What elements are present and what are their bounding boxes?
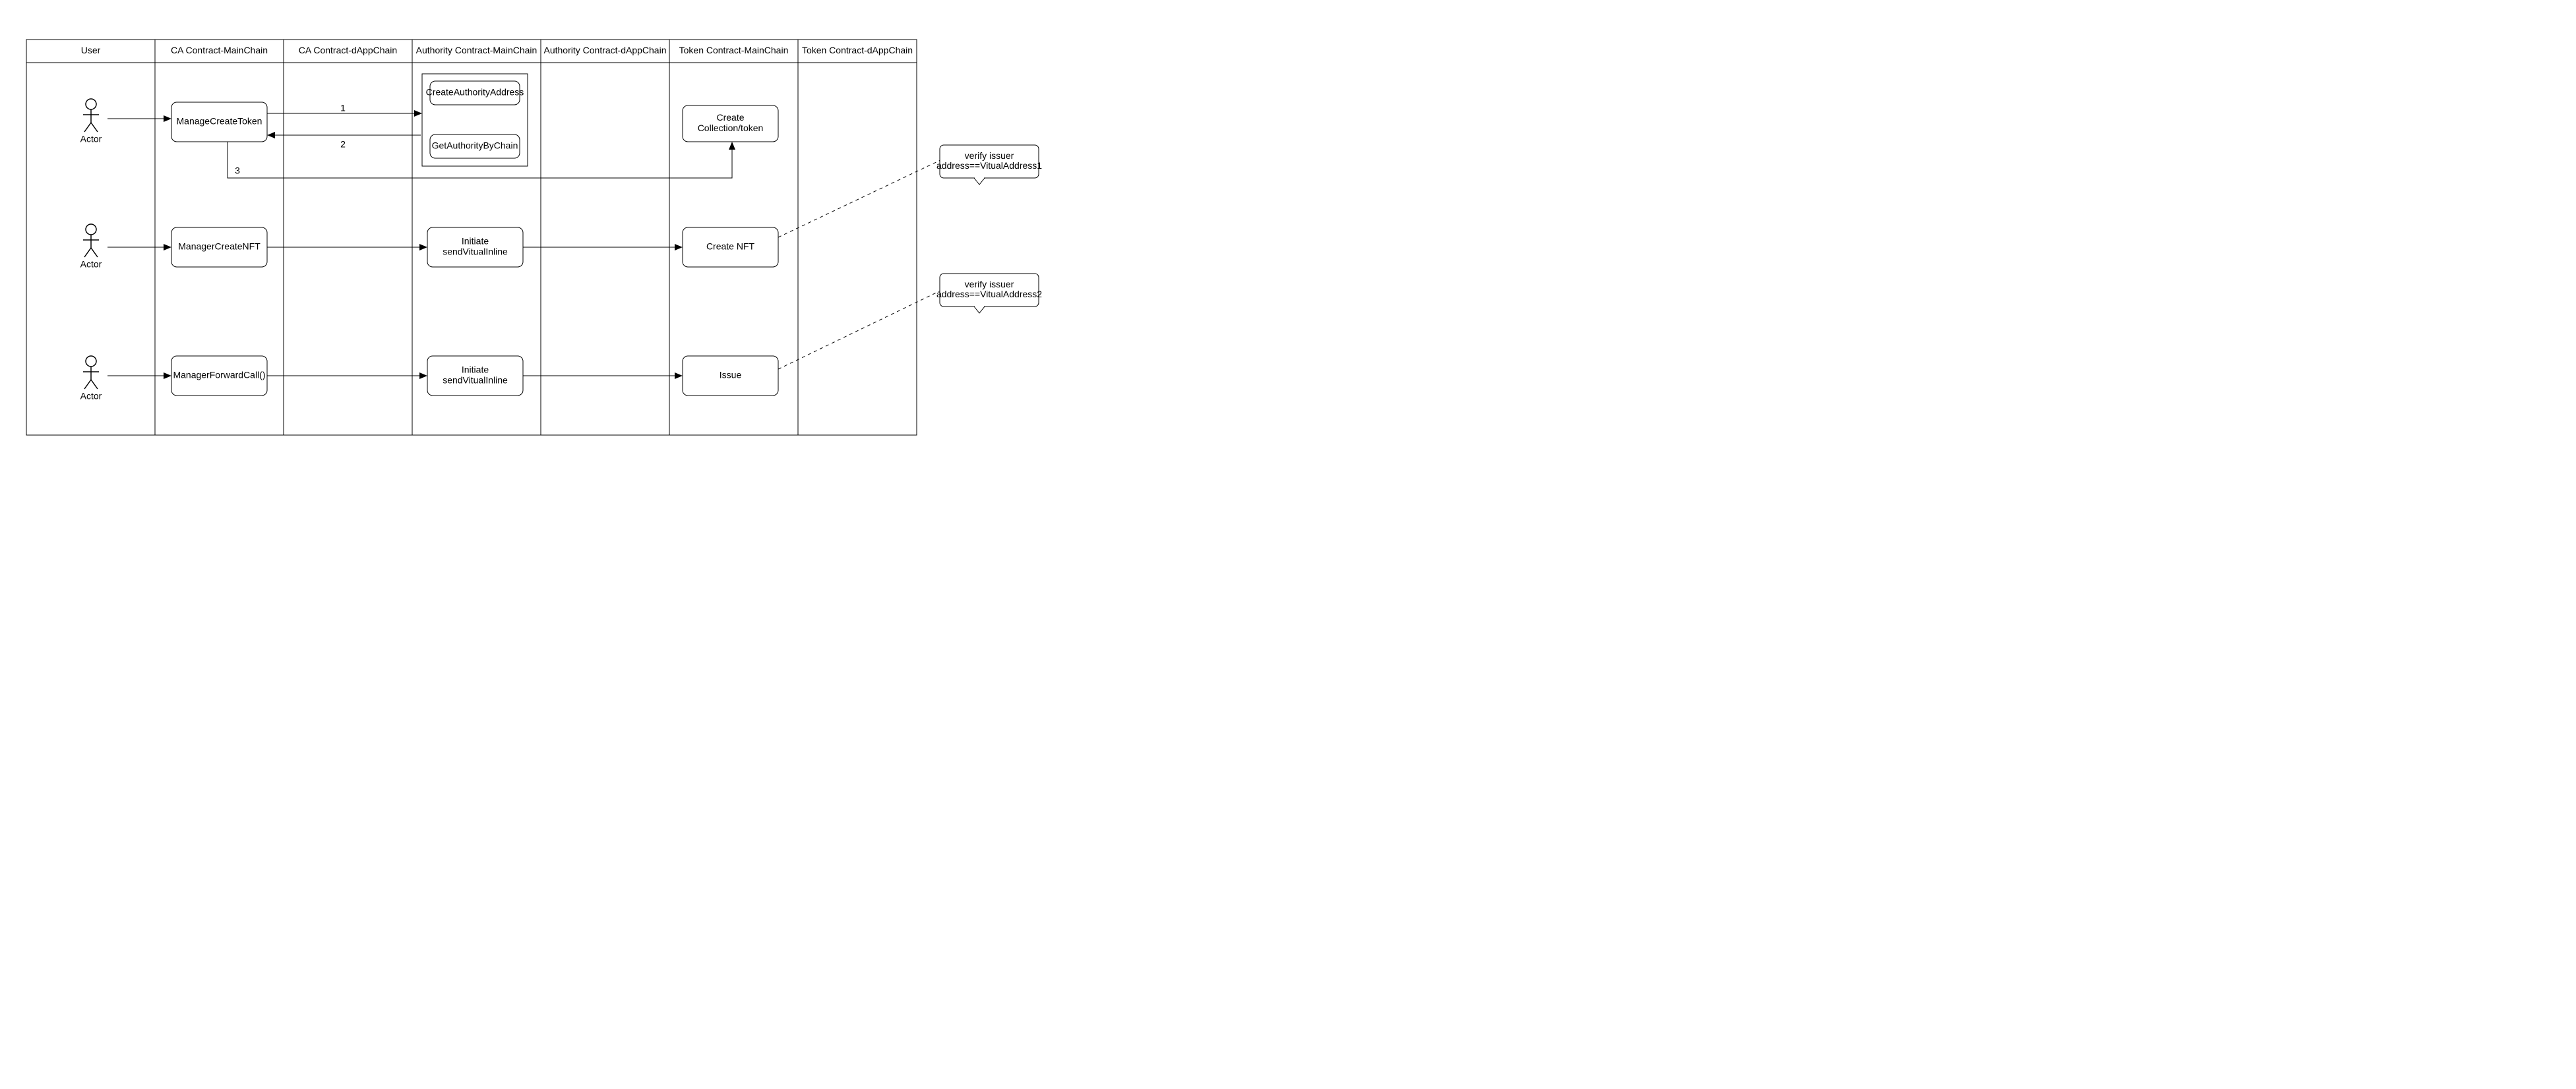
node-label: Create (716, 112, 744, 123)
actor-label: Actor (80, 391, 102, 401)
lane-header: User (81, 45, 101, 55)
lane-header: CA Contract-dAppChain (299, 45, 397, 55)
node-label: ManagerForwardCall() (173, 370, 265, 380)
note-text: verify issuer (965, 150, 1014, 161)
node-label: GetAuthorityByChain (432, 140, 518, 151)
diagram-canvas: User CA Contract-MainChain CA Contract-dAp… (13, 13, 1042, 448)
note-text: address==VitualAddress2 (936, 289, 1042, 299)
note-text: address==VitualAddress1 (936, 160, 1042, 171)
lane-header: CA Contract-MainChain (171, 45, 268, 55)
node-label: ManagerCreateNFT (178, 241, 261, 252)
arrow-label: 1 (340, 103, 346, 113)
lane-header: Authority Contract-MainChain (416, 45, 537, 55)
note-text: verify issuer (965, 279, 1014, 289)
note-tail (974, 178, 985, 185)
lane-header: Token Contract-dAppChain (802, 45, 913, 55)
actor-icon: Actor (80, 356, 102, 401)
lane-header: Authority Contract-dAppChain (544, 45, 667, 55)
node-label: ManageCreateToken (177, 116, 262, 127)
dashed-connector (778, 160, 942, 237)
arrow-label: 2 (340, 139, 346, 150)
dashed-connector (778, 290, 942, 369)
arrow-label: 3 (235, 165, 240, 176)
actor-icon: Actor (80, 99, 102, 144)
actor-label: Actor (80, 134, 102, 144)
node-label: Initiate (462, 365, 489, 375)
node-label: Collection/token (698, 123, 764, 133)
node-label: sendVitualInline (443, 375, 508, 386)
node-label: Issue (720, 370, 742, 380)
node-label: Initiate (462, 236, 489, 247)
note-tail (974, 307, 985, 313)
actor-icon: Actor (80, 224, 102, 270)
actor-label: Actor (80, 259, 102, 270)
lane-header: Token Contract-MainChain (679, 45, 789, 55)
node-label: sendVitualInline (443, 247, 508, 257)
node-label: Create NFT (706, 241, 755, 252)
node-label: CreateAuthorityAddress (426, 87, 524, 98)
